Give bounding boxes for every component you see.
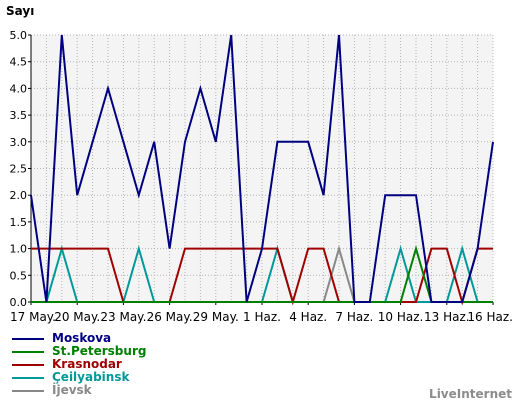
legend-label: Moskova xyxy=(52,331,112,345)
x-tick-label: 20 May. xyxy=(54,310,100,324)
legend-label: Krasnodar xyxy=(52,357,122,371)
y-tick-label: 0.5 xyxy=(10,269,28,282)
x-tick-label: 13 Haz. xyxy=(424,310,470,324)
legend-label: İjevsk xyxy=(52,383,92,397)
x-tick-label: 1 Haz. xyxy=(243,310,281,324)
x-tick-label: 17 May. xyxy=(10,310,56,324)
liveinternet-credit[interactable]: LiveInternet xyxy=(429,387,512,401)
y-tick-label: 1.0 xyxy=(10,243,28,256)
y-tick-label: 2.5 xyxy=(10,163,28,176)
series-line-moskova xyxy=(30,34,494,303)
x-tick-label: 23 May. xyxy=(100,310,146,324)
legend-swatch xyxy=(12,338,44,340)
legend-swatch xyxy=(12,364,44,366)
legend-swatch xyxy=(12,377,44,379)
x-tick-label: 10 Haz. xyxy=(378,310,424,324)
y-axis-label: Sayı xyxy=(6,4,35,18)
legend-swatch xyxy=(12,351,44,353)
legend-swatch xyxy=(12,390,44,392)
x-tick-label: 26 May. xyxy=(147,310,193,324)
y-tick-label: 4.5 xyxy=(10,56,28,69)
x-tick-label: 7 Haz. xyxy=(335,310,373,324)
x-tick-label: 29 May. xyxy=(193,310,239,324)
y-tick-label: 5.0 xyxy=(10,29,28,42)
y-tick-label: 3.0 xyxy=(10,136,28,149)
y-tick-label: 1.5 xyxy=(10,216,28,229)
series-line-st-petersburg xyxy=(31,244,493,303)
x-tick-label: 16 Haz. xyxy=(467,310,513,324)
legend-label: St.Petersburg xyxy=(52,344,147,358)
legend-label: Çeilyabinsk xyxy=(52,370,130,384)
x-tick-label: 4 Haz. xyxy=(289,310,327,324)
y-tick-label: 3.5 xyxy=(10,109,28,122)
y-tick-label: 0.0 xyxy=(10,296,28,309)
y-tick-label: 4.0 xyxy=(10,82,28,95)
y-tick-label: 2.0 xyxy=(10,189,28,202)
